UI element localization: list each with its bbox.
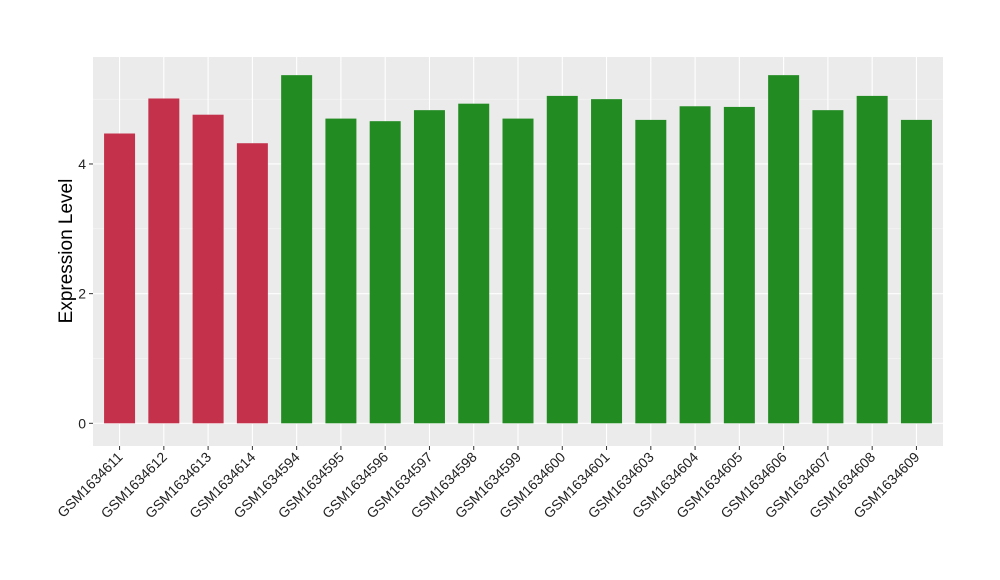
- bar-GSM1634595: [325, 118, 357, 424]
- y-tick-label: 0: [78, 415, 86, 431]
- bar-GSM1634604: [679, 106, 711, 424]
- bar-GSM1634612: [148, 98, 180, 424]
- y-tick-label: 4: [78, 156, 86, 172]
- bar-GSM1634600: [546, 95, 578, 424]
- bar-GSM1634601: [591, 99, 623, 424]
- bar-GSM1634608: [856, 95, 888, 424]
- bar-GSM1634597: [413, 110, 445, 424]
- bar-GSM1634614: [236, 143, 268, 424]
- bars: [104, 75, 932, 424]
- bar-GSM1634603: [635, 119, 667, 424]
- bar-GSM1634594: [281, 75, 313, 424]
- y-axis-title: Expression Level: [56, 179, 77, 324]
- bar-GSM1634606: [768, 75, 800, 424]
- bar-GSM1634609: [900, 119, 932, 424]
- y-tick-label: 2: [78, 286, 86, 302]
- bar-GSM1634613: [192, 114, 224, 424]
- bar-GSM1634611: [104, 133, 136, 424]
- bar-GSM1634607: [812, 110, 844, 424]
- bar-GSM1634598: [458, 103, 490, 424]
- y-axis: 0 2 4: [78, 156, 93, 431]
- bar-GSM1634605: [723, 106, 755, 424]
- x-axis: GSM1634611GSM1634612GSM1634613GSM1634614…: [54, 446, 923, 521]
- bar-GSM1634596: [369, 121, 401, 424]
- bar-GSM1634599: [502, 118, 534, 424]
